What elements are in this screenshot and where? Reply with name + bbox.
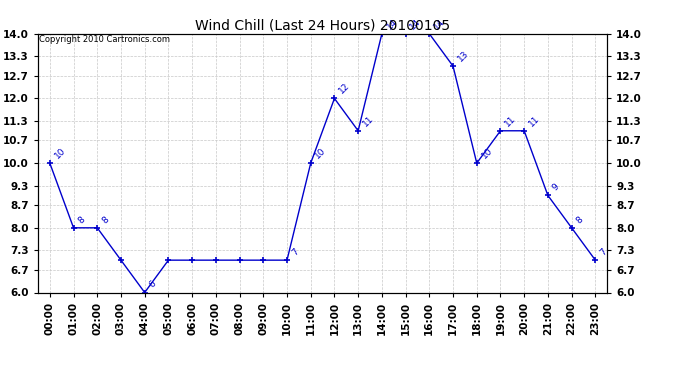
Text: 11: 11 — [503, 114, 518, 128]
Text: 11: 11 — [527, 114, 542, 128]
Text: 13: 13 — [456, 49, 471, 63]
Text: 6: 6 — [148, 279, 158, 290]
Text: Copyright 2010 Cartronics.com: Copyright 2010 Cartronics.com — [39, 35, 170, 44]
Text: 10: 10 — [52, 146, 67, 160]
Text: 8: 8 — [77, 214, 87, 225]
Text: 7: 7 — [290, 247, 300, 257]
Text: 11: 11 — [361, 114, 375, 128]
Text: 14: 14 — [384, 16, 399, 31]
Text: 8: 8 — [100, 214, 110, 225]
Text: 10: 10 — [313, 146, 328, 160]
Text: 7: 7 — [598, 247, 609, 257]
Title: Wind Chill (Last 24 Hours) 20100105: Wind Chill (Last 24 Hours) 20100105 — [195, 19, 450, 33]
Text: 9: 9 — [551, 182, 561, 193]
Text: 10: 10 — [480, 146, 494, 160]
Text: 14: 14 — [432, 16, 446, 31]
Text: 12: 12 — [337, 81, 352, 96]
Text: 8: 8 — [574, 214, 585, 225]
Text: 14: 14 — [408, 16, 423, 31]
